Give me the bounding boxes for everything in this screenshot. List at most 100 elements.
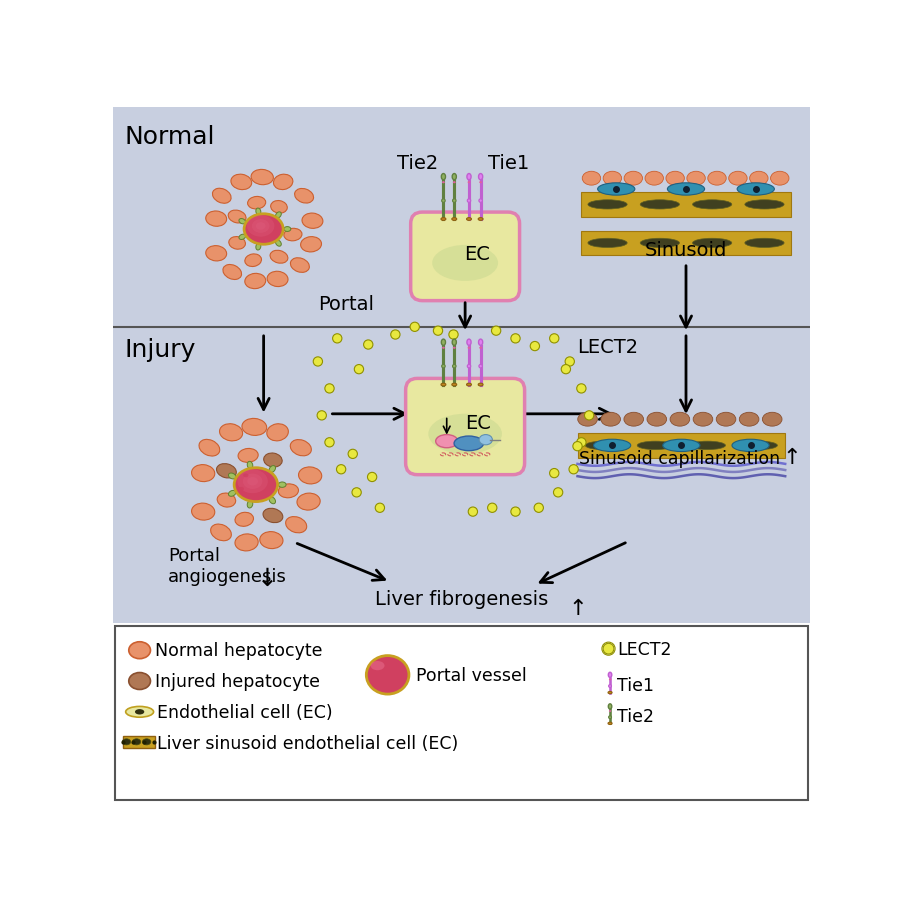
Ellipse shape: [442, 199, 446, 203]
Ellipse shape: [135, 709, 144, 714]
Ellipse shape: [352, 488, 361, 497]
Ellipse shape: [707, 172, 726, 186]
Text: Tie1: Tie1: [617, 676, 654, 695]
Ellipse shape: [337, 465, 346, 474]
Ellipse shape: [256, 223, 266, 231]
Ellipse shape: [640, 200, 680, 210]
Ellipse shape: [294, 189, 313, 204]
Ellipse shape: [264, 454, 283, 467]
Ellipse shape: [217, 465, 237, 478]
Ellipse shape: [577, 438, 586, 447]
Ellipse shape: [313, 357, 322, 367]
Ellipse shape: [479, 174, 482, 180]
Ellipse shape: [745, 200, 784, 210]
Ellipse shape: [301, 237, 321, 253]
Ellipse shape: [467, 199, 471, 203]
Ellipse shape: [333, 335, 342, 344]
Ellipse shape: [229, 211, 246, 224]
Ellipse shape: [453, 182, 455, 184]
Ellipse shape: [220, 424, 243, 441]
Ellipse shape: [302, 214, 323, 229]
Ellipse shape: [491, 327, 500, 336]
Ellipse shape: [229, 474, 236, 479]
Ellipse shape: [256, 244, 261, 251]
Ellipse shape: [247, 216, 274, 237]
FancyBboxPatch shape: [410, 213, 519, 301]
Ellipse shape: [608, 716, 611, 719]
Ellipse shape: [206, 246, 227, 262]
Ellipse shape: [297, 493, 320, 511]
Ellipse shape: [478, 383, 483, 387]
Ellipse shape: [584, 411, 594, 420]
Ellipse shape: [192, 503, 215, 520]
Text: Tie1: Tie1: [489, 154, 529, 173]
Ellipse shape: [129, 642, 150, 659]
Ellipse shape: [256, 208, 261, 216]
Ellipse shape: [243, 474, 248, 478]
Ellipse shape: [284, 229, 302, 242]
Ellipse shape: [453, 199, 456, 203]
Text: Endothelial cell (EC): Endothelial cell (EC): [157, 703, 332, 721]
Ellipse shape: [229, 237, 246, 250]
Ellipse shape: [325, 384, 334, 393]
Ellipse shape: [608, 704, 612, 709]
Text: ↑: ↑: [568, 598, 587, 618]
Ellipse shape: [488, 503, 497, 513]
Ellipse shape: [441, 340, 446, 346]
Ellipse shape: [212, 189, 231, 204]
Ellipse shape: [275, 213, 282, 219]
Ellipse shape: [259, 494, 265, 499]
Ellipse shape: [468, 508, 478, 517]
Ellipse shape: [479, 365, 482, 369]
Bar: [112, 108, 810, 623]
Ellipse shape: [692, 239, 732, 248]
Ellipse shape: [211, 524, 231, 541]
Ellipse shape: [466, 383, 472, 387]
Bar: [581, 231, 790, 256]
Ellipse shape: [278, 484, 299, 498]
Ellipse shape: [479, 182, 482, 184]
Ellipse shape: [511, 335, 520, 344]
Ellipse shape: [770, 172, 789, 186]
Ellipse shape: [692, 200, 732, 210]
Ellipse shape: [270, 251, 288, 264]
Ellipse shape: [662, 440, 700, 452]
Ellipse shape: [367, 473, 377, 482]
Ellipse shape: [624, 413, 644, 427]
Ellipse shape: [608, 692, 612, 694]
Ellipse shape: [238, 470, 268, 493]
Ellipse shape: [122, 739, 130, 745]
Ellipse shape: [223, 265, 241, 281]
Ellipse shape: [441, 174, 446, 180]
Ellipse shape: [244, 215, 284, 245]
Ellipse shape: [550, 469, 559, 478]
Ellipse shape: [668, 184, 705, 196]
Ellipse shape: [732, 440, 770, 452]
Text: Normal hepatocyte: Normal hepatocyte: [155, 641, 322, 659]
Text: Injury: Injury: [124, 337, 195, 362]
Ellipse shape: [355, 365, 364, 374]
Ellipse shape: [569, 465, 579, 474]
Ellipse shape: [640, 239, 680, 248]
Ellipse shape: [238, 449, 258, 463]
Text: Liver fibrogenesis: Liver fibrogenesis: [374, 589, 548, 608]
Ellipse shape: [299, 467, 321, 484]
Ellipse shape: [269, 497, 275, 504]
Ellipse shape: [371, 661, 384, 670]
Ellipse shape: [238, 219, 246, 225]
Ellipse shape: [238, 235, 246, 240]
Ellipse shape: [449, 330, 458, 340]
Ellipse shape: [325, 438, 334, 447]
Ellipse shape: [452, 218, 456, 221]
Ellipse shape: [479, 435, 492, 446]
Text: Liver sinusoid endothelial cell (EC): Liver sinusoid endothelial cell (EC): [157, 734, 458, 751]
Text: LECT2: LECT2: [578, 337, 639, 356]
Ellipse shape: [466, 218, 472, 221]
Ellipse shape: [562, 365, 571, 374]
Text: Sinusoid: Sinusoid: [644, 241, 727, 260]
Ellipse shape: [511, 508, 520, 517]
Ellipse shape: [364, 341, 373, 350]
Ellipse shape: [243, 474, 263, 490]
Ellipse shape: [206, 212, 227, 227]
Ellipse shape: [271, 201, 287, 214]
